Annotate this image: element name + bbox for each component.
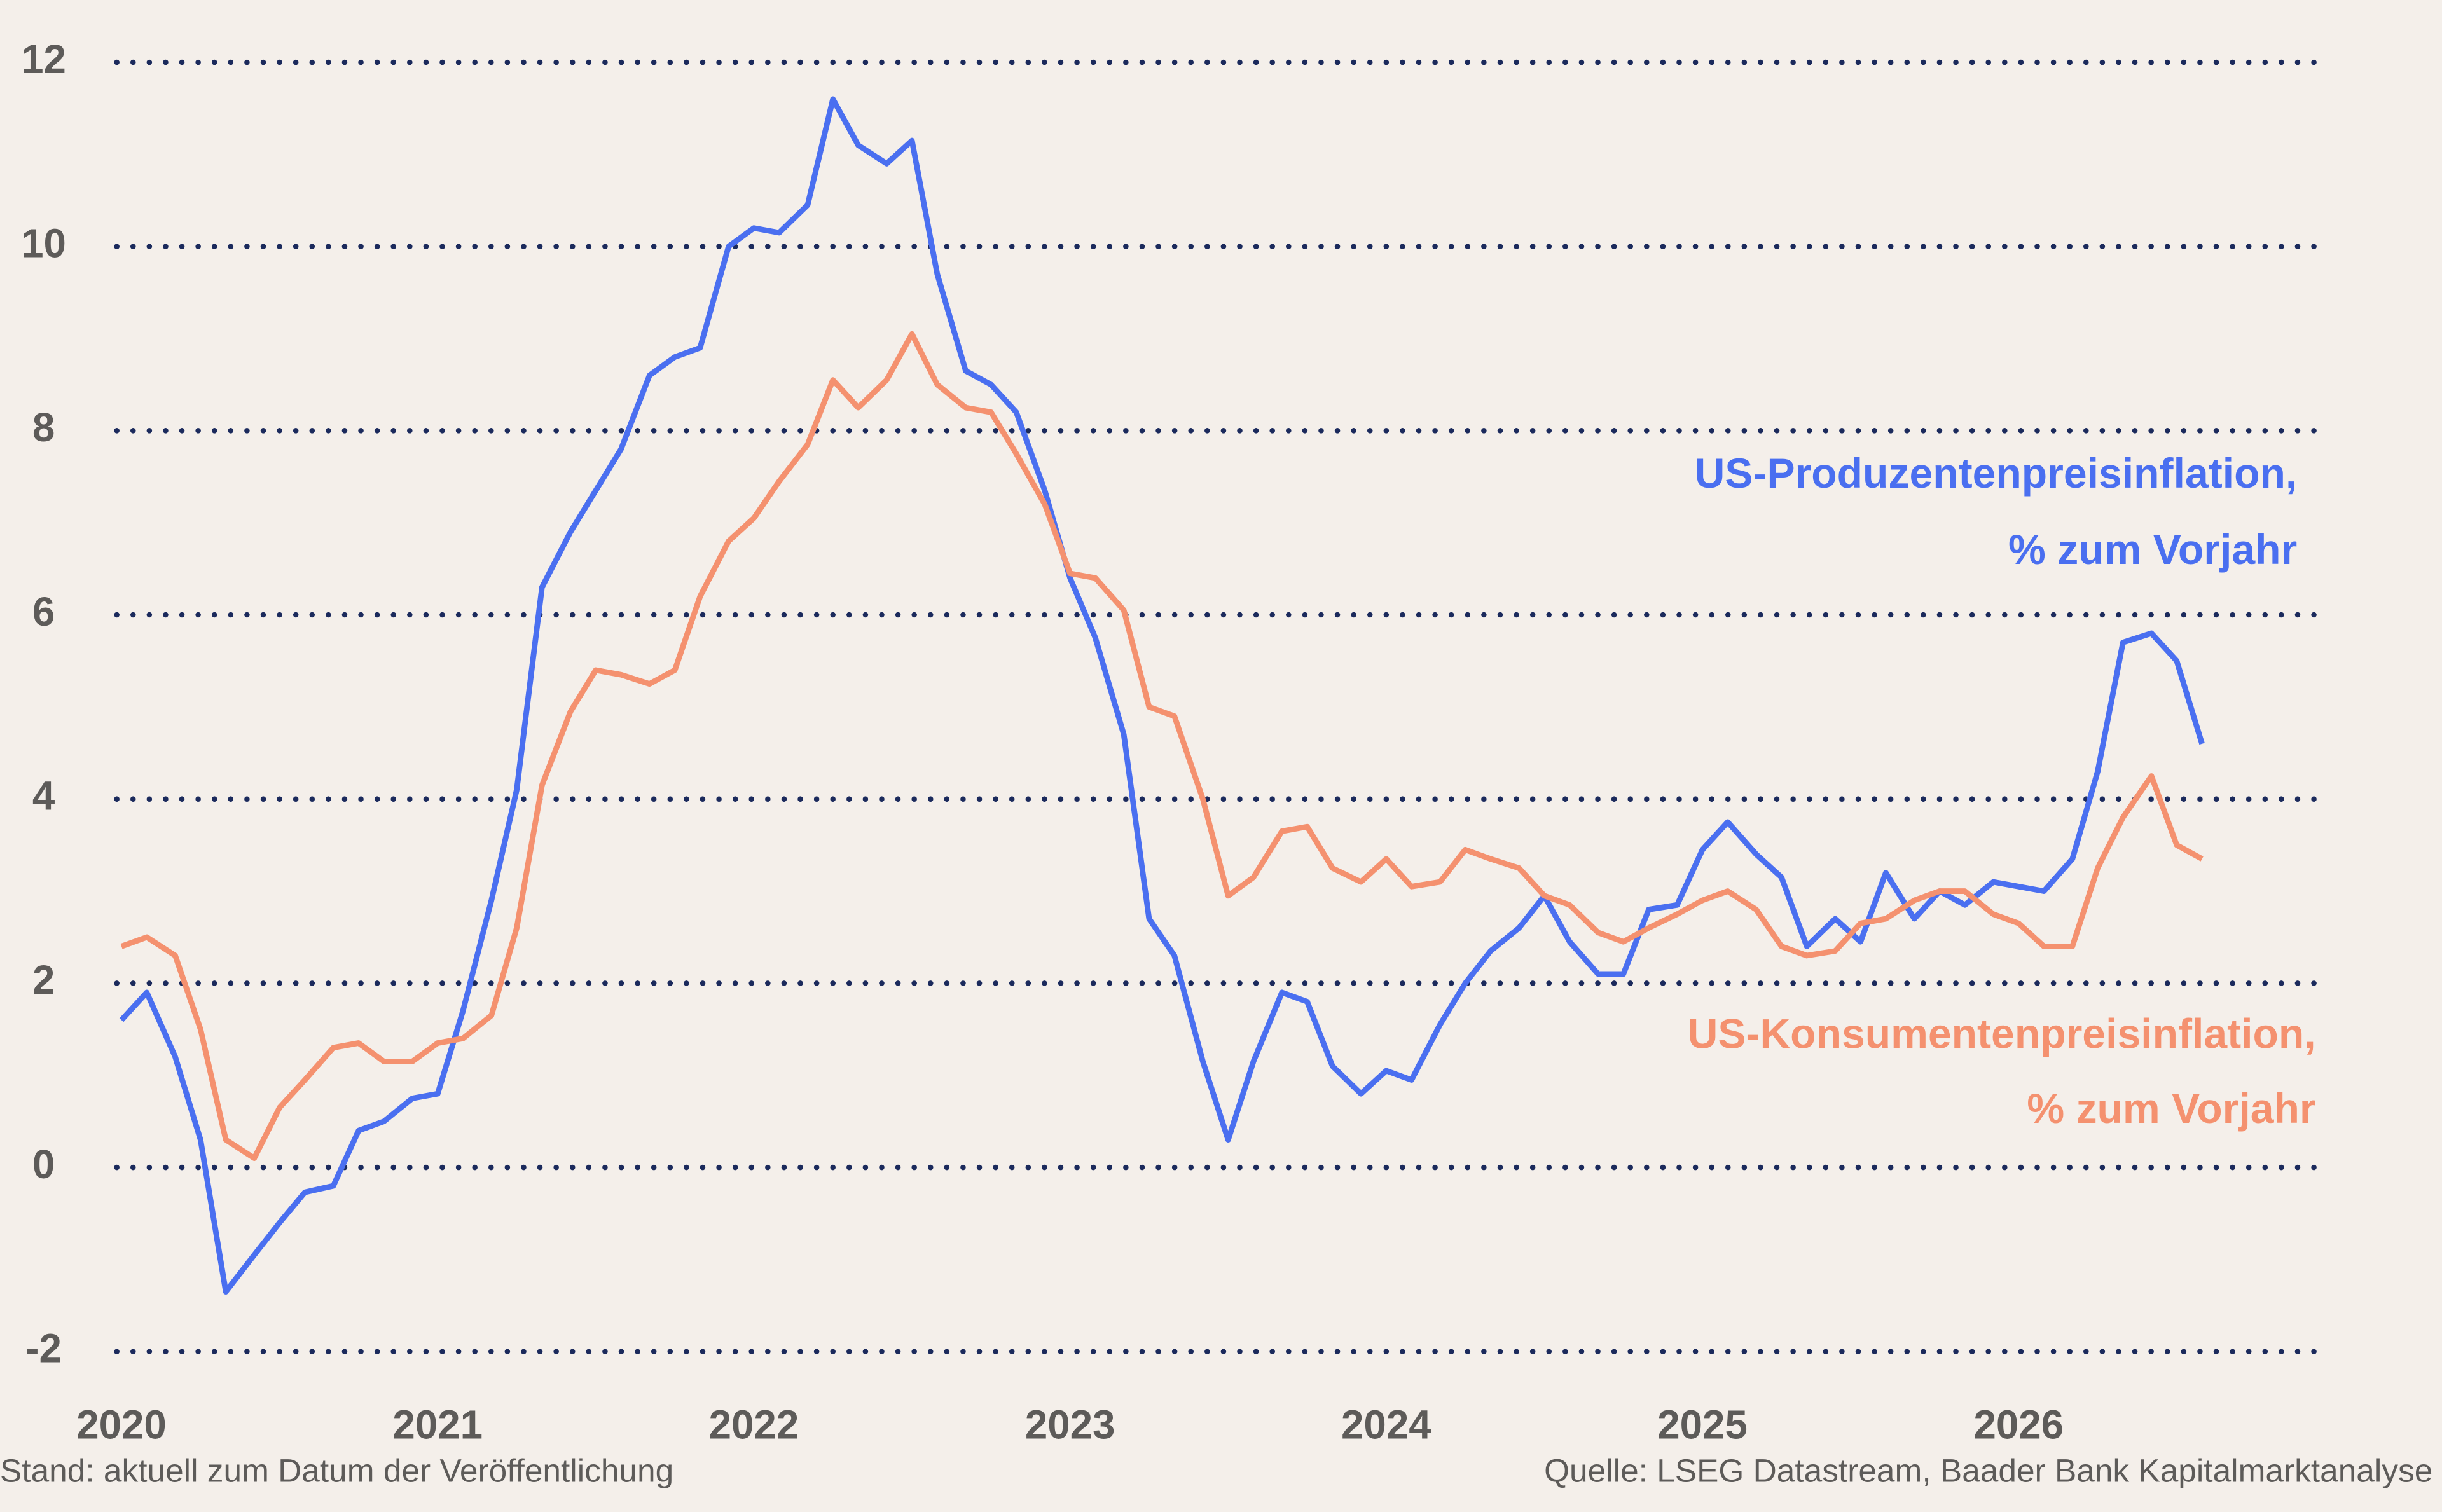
source: Quelle: LSEG Datastream, Baader Bank Kap… <box>1544 1452 2432 1488</box>
y-tick-label: -2 <box>25 1326 62 1371</box>
series-unit: % zum Vorjahr <box>2008 526 2297 574</box>
y-tick-label: 12 <box>21 37 66 82</box>
series-line <box>120 331 2204 1161</box>
x-tick-label: 2026 <box>1973 1403 2064 1448</box>
x-tick-label: 2020 <box>76 1403 167 1448</box>
x-tick-label: 2025 <box>1657 1403 1748 1448</box>
y-tick-label: 2 <box>32 958 55 1003</box>
x-tick-label: 2022 <box>709 1403 799 1448</box>
series-line <box>119 96 2205 1295</box>
y-tick-label: 0 <box>32 1142 55 1187</box>
x-tick-label: 2021 <box>392 1403 483 1448</box>
series-unit: % zum Vorjahr <box>2027 1085 2315 1132</box>
y-tick-label: 6 <box>32 589 55 635</box>
series-label: US-Konsumentenpreisinflation, <box>1688 1011 2316 1058</box>
x-tick-label: 2023 <box>1025 1403 1115 1448</box>
y-tick-label: 10 <box>21 221 66 266</box>
footnote: Stand: aktuell zum Datum der Veröffentli… <box>0 1452 673 1488</box>
series-label: US-Produzentenpreisinflation, <box>1695 450 2298 497</box>
x-tick-label: 2024 <box>1341 1403 1431 1448</box>
y-tick-label: 8 <box>32 405 55 450</box>
y-tick-label: 4 <box>32 774 55 819</box>
